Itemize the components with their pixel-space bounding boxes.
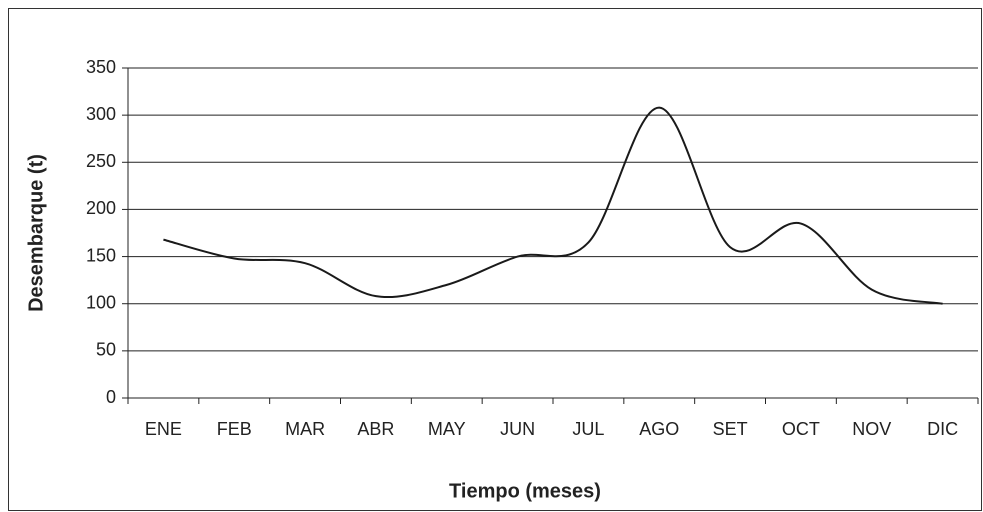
x-tick-label: SET [713, 419, 748, 439]
y-tick-label: 350 [86, 57, 116, 77]
data-line [163, 106, 943, 305]
y-tick-label: 150 [86, 245, 116, 265]
y-axis-title: Desembarque (t) [25, 154, 47, 312]
x-tick-label: FEB [217, 419, 252, 439]
x-tick-label: MAR [285, 419, 325, 439]
y-tick-label: 250 [86, 151, 116, 171]
x-tick-label: DIC [927, 419, 958, 439]
x-tick-label: NOV [852, 419, 891, 439]
y-tick-label: 50 [96, 340, 116, 360]
x-tick-label: OCT [782, 419, 820, 439]
x-tick-label: JUL [572, 419, 604, 439]
frame [8, 8, 982, 511]
x-axis-title: Tiempo (meses) [449, 480, 601, 502]
x-tick-label: ABR [357, 419, 394, 439]
y-tick-label: 100 [86, 292, 116, 312]
x-tick-label: ENE [145, 419, 182, 439]
y-tick-label: 200 [86, 198, 116, 218]
y-tick-label: 300 [86, 104, 116, 124]
x-tick-label: MAY [428, 419, 466, 439]
x-tick-label: AGO [639, 419, 679, 439]
y-tick-label: 0 [106, 387, 116, 407]
x-tick-label: JUN [500, 419, 535, 439]
